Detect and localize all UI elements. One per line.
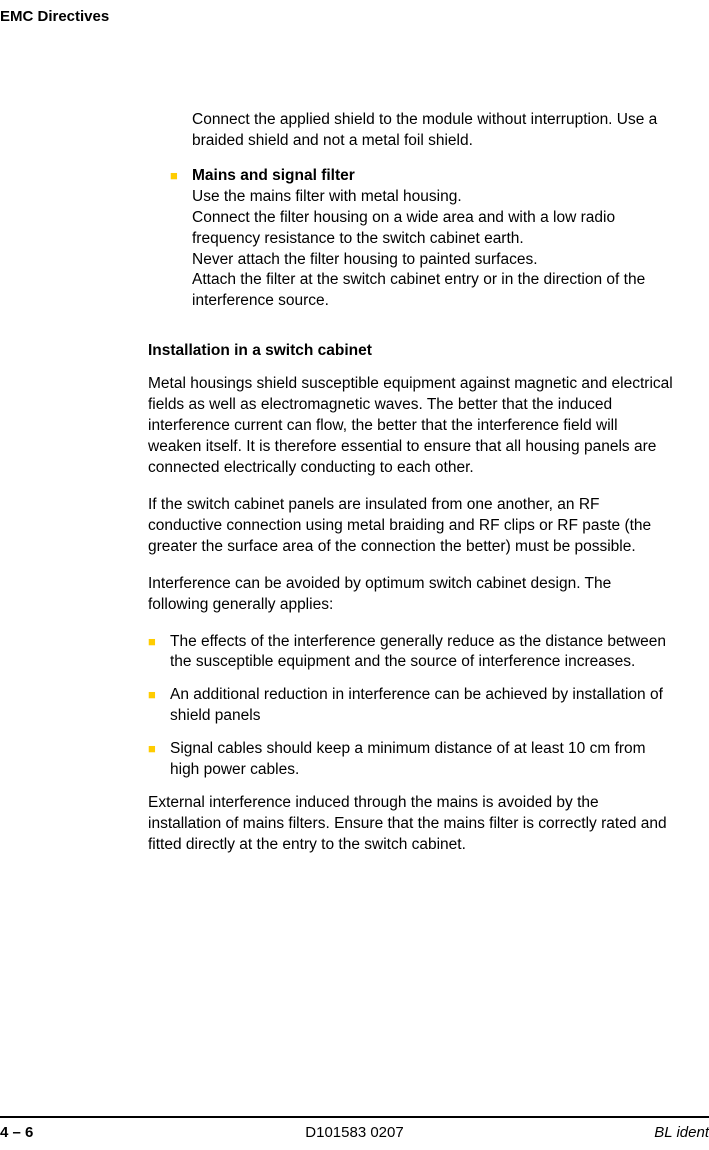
bullet-text: The effects of the interference generall… (170, 632, 674, 674)
square-bullet-icon: ■ (148, 685, 170, 727)
bullet-line: Connect the filter housing on a wide are… (192, 209, 615, 247)
bullet-mains-filter: ■ Mains and signal filter Use the mains … (170, 166, 674, 312)
bullet-item: ■ An additional reduction in interferenc… (148, 685, 674, 727)
square-bullet-icon: ■ (148, 739, 170, 781)
section-body: Metal housings shield susceptible equipm… (148, 374, 674, 856)
bullet-title: Mains and signal filter (192, 167, 355, 184)
page-header-title: EMC Directives (0, 8, 109, 25)
section-heading-installation: Installation in a switch cabinet (148, 342, 674, 360)
bullet-line: Use the mains filter with metal housing. (192, 188, 462, 205)
bullet-line: Attach the filter at the switch cabinet … (192, 271, 645, 309)
square-bullet-icon: ■ (170, 166, 192, 312)
page-footer: 4 – 6 D101583 0207 BL ident (0, 1116, 709, 1138)
bullet-item: ■ Signal cables should keep a minimum di… (148, 739, 674, 781)
page-root: EMC Directives Connect the applied shiel… (0, 0, 709, 1150)
footer-doc-id: D101583 0207 (305, 1124, 403, 1141)
main-content: Connect the applied shield to the module… (170, 110, 674, 872)
bullet-text: Signal cables should keep a minimum dist… (170, 739, 674, 781)
section-para: Interference can be avoided by optimum s… (148, 574, 674, 616)
section-para: External interference induced through th… (148, 793, 674, 856)
bullet-body: Mains and signal filter Use the mains fi… (192, 166, 674, 312)
section-para: Metal housings shield susceptible equipm… (148, 374, 674, 479)
square-bullet-icon: ■ (148, 632, 170, 674)
bullet-line: Never attach the filter housing to paint… (192, 251, 538, 268)
footer-doc-name: BL ident (654, 1124, 709, 1141)
footer-page-number: 4 – 6 (0, 1124, 33, 1141)
section-para: If the switch cabinet panels are insulat… (148, 495, 674, 558)
intro-paragraph: Connect the applied shield to the module… (192, 110, 674, 152)
bullet-text: An additional reduction in interference … (170, 685, 674, 727)
bullet-item: ■ The effects of the interference genera… (148, 632, 674, 674)
